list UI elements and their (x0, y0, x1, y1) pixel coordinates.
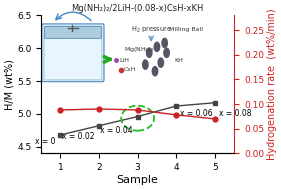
Text: x = 0: x = 0 (35, 137, 56, 146)
Circle shape (162, 38, 167, 47)
FancyBboxPatch shape (42, 24, 104, 82)
Text: H$_2$ pressure: H$_2$ pressure (131, 25, 172, 35)
Y-axis label: H/M (wt%): H/M (wt%) (4, 59, 14, 110)
Text: KH: KH (174, 57, 183, 63)
Text: CsH: CsH (124, 67, 137, 72)
Circle shape (164, 48, 169, 57)
Text: LiH: LiH (119, 57, 129, 63)
Text: x = 0.04: x = 0.04 (100, 126, 133, 135)
Text: Milling Ball: Milling Ball (169, 27, 203, 32)
Text: x = 0.02: x = 0.02 (62, 132, 94, 141)
FancyBboxPatch shape (44, 26, 101, 38)
Circle shape (154, 42, 160, 51)
Text: x = 0.06: x = 0.06 (180, 109, 213, 118)
Text: Mg(NH$_2$)$_2$: Mg(NH$_2$)$_2$ (124, 45, 155, 54)
Text: x = 0.08: x = 0.08 (219, 109, 251, 118)
Circle shape (158, 58, 164, 67)
Title: Mg(NH₂)₂/2LiH-(0.08-x)CsH-xKH: Mg(NH₂)₂/2LiH-(0.08-x)CsH-xKH (71, 4, 204, 13)
X-axis label: Sample: Sample (117, 175, 158, 185)
Y-axis label: Hydrogenation rate  (wt%/min): Hydrogenation rate (wt%/min) (267, 9, 277, 160)
Circle shape (152, 67, 158, 76)
Circle shape (143, 60, 148, 69)
Circle shape (146, 48, 152, 57)
FancyBboxPatch shape (44, 35, 102, 80)
